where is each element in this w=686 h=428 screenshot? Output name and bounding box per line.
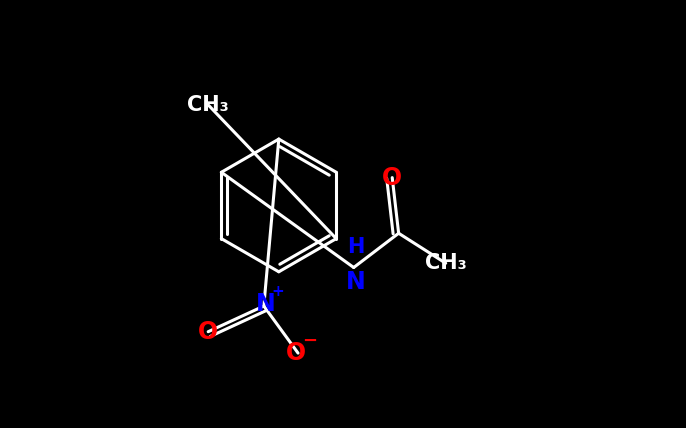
Text: CH₃: CH₃ — [425, 253, 466, 273]
Text: O: O — [286, 341, 306, 365]
Text: −: − — [303, 332, 318, 350]
Text: N: N — [256, 292, 276, 316]
Text: H: H — [347, 237, 364, 257]
Text: O: O — [382, 166, 402, 190]
Text: +: + — [272, 284, 284, 300]
Text: O: O — [198, 320, 218, 344]
Text: CH₃: CH₃ — [187, 95, 229, 115]
Text: N: N — [346, 270, 366, 294]
